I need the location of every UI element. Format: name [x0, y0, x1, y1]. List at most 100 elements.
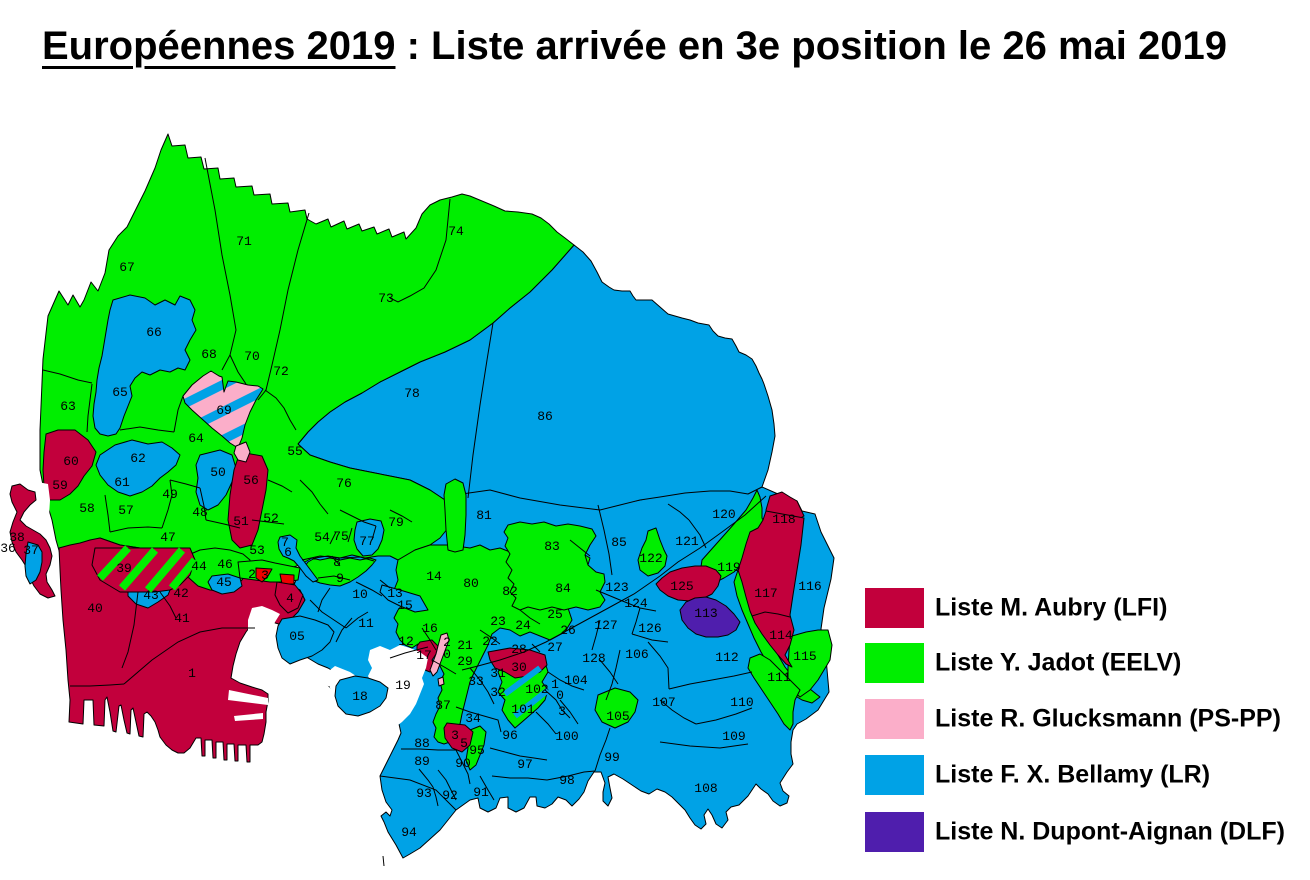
- svg-text:47: 47: [160, 530, 176, 545]
- svg-text:62: 62: [130, 451, 146, 466]
- svg-text:68: 68: [201, 347, 217, 362]
- svg-text:13: 13: [387, 586, 403, 601]
- svg-text:109: 109: [722, 729, 745, 744]
- svg-text:50: 50: [210, 465, 226, 480]
- svg-text:56: 56: [243, 473, 259, 488]
- svg-text:25: 25: [547, 607, 563, 622]
- svg-text:3: 3: [261, 568, 269, 583]
- svg-text:89: 89: [414, 754, 430, 769]
- svg-text:34: 34: [465, 711, 481, 726]
- svg-text:99: 99: [604, 750, 620, 765]
- svg-text:75: 75: [333, 529, 349, 544]
- svg-text:80: 80: [463, 576, 479, 591]
- svg-text:73: 73: [378, 291, 394, 306]
- svg-text:23: 23: [490, 614, 506, 629]
- svg-text:33: 33: [468, 674, 484, 689]
- svg-text:94: 94: [401, 825, 417, 840]
- svg-text:46: 46: [217, 557, 233, 572]
- svg-text:26: 26: [560, 623, 576, 638]
- svg-text:102: 102: [525, 682, 548, 697]
- svg-text:108: 108: [694, 781, 717, 796]
- svg-text:86: 86: [537, 409, 553, 424]
- svg-text:115: 115: [793, 649, 816, 664]
- svg-text:126: 126: [638, 621, 661, 636]
- svg-text:95: 95: [469, 743, 485, 758]
- svg-text:88: 88: [414, 736, 430, 751]
- svg-text:125: 125: [670, 579, 693, 594]
- svg-text:17: 17: [416, 648, 432, 663]
- svg-text:24: 24: [515, 618, 531, 633]
- svg-text:12: 12: [398, 634, 414, 649]
- svg-text:36: 36: [0, 541, 16, 556]
- svg-text:82: 82: [502, 584, 518, 599]
- svg-text:112: 112: [715, 650, 738, 665]
- svg-text:37: 37: [23, 543, 39, 558]
- svg-text:67: 67: [119, 260, 135, 275]
- svg-text:66: 66: [146, 325, 162, 340]
- svg-text:29: 29: [457, 654, 473, 669]
- svg-text:44: 44: [191, 559, 207, 574]
- svg-text:84: 84: [555, 581, 571, 596]
- svg-text:10: 10: [352, 587, 368, 602]
- svg-text:122: 122: [639, 551, 662, 566]
- svg-text:1: 1: [188, 666, 196, 681]
- svg-text:128: 128: [582, 651, 605, 666]
- svg-text:7: 7: [281, 535, 289, 550]
- svg-text:71: 71: [236, 234, 252, 249]
- svg-text:27: 27: [547, 640, 563, 655]
- svg-text:28: 28: [511, 642, 527, 657]
- svg-text:52: 52: [263, 511, 279, 526]
- svg-text:124: 124: [624, 596, 648, 611]
- svg-text:97: 97: [517, 757, 533, 772]
- svg-text:59: 59: [52, 478, 68, 493]
- svg-text:116: 116: [798, 579, 821, 594]
- svg-text:0: 0: [443, 647, 451, 662]
- svg-text:32: 32: [490, 685, 506, 700]
- svg-text:63: 63: [60, 399, 76, 414]
- svg-text:101: 101: [511, 702, 535, 717]
- svg-text:98: 98: [559, 773, 575, 788]
- svg-text:100: 100: [555, 729, 578, 744]
- svg-text:0: 0: [556, 688, 564, 703]
- svg-text:104: 104: [564, 673, 588, 688]
- svg-text:114: 114: [769, 628, 793, 643]
- svg-text:93: 93: [416, 786, 432, 801]
- svg-text:107: 107: [652, 695, 675, 710]
- svg-text:21: 21: [457, 638, 473, 653]
- svg-text:11: 11: [358, 616, 374, 631]
- svg-text:55: 55: [287, 444, 303, 459]
- svg-text:48: 48: [192, 505, 208, 520]
- svg-text:18: 18: [352, 689, 368, 704]
- svg-text:106: 106: [625, 647, 648, 662]
- svg-text:72: 72: [273, 364, 289, 379]
- svg-text:69: 69: [216, 403, 232, 418]
- svg-text:79: 79: [388, 515, 404, 530]
- svg-text:96: 96: [502, 728, 518, 743]
- svg-text:85: 85: [611, 535, 627, 550]
- svg-text:14: 14: [426, 569, 442, 584]
- svg-text:4: 4: [286, 591, 294, 606]
- svg-text:19: 19: [395, 678, 411, 693]
- svg-text:92: 92: [442, 788, 458, 803]
- svg-text:127: 127: [594, 618, 617, 633]
- svg-text:70: 70: [244, 349, 260, 364]
- svg-text:111: 111: [767, 670, 791, 685]
- svg-text:6: 6: [284, 545, 292, 560]
- svg-text:9: 9: [336, 571, 344, 586]
- svg-text:65: 65: [112, 385, 128, 400]
- svg-text:05: 05: [289, 629, 305, 644]
- svg-text:2: 2: [248, 567, 256, 582]
- svg-text:3: 3: [451, 728, 459, 743]
- svg-text:16: 16: [422, 621, 438, 636]
- svg-text:118: 118: [772, 512, 795, 527]
- svg-text:77: 77: [359, 534, 375, 549]
- svg-text:81: 81: [476, 508, 492, 523]
- svg-text:22: 22: [482, 634, 498, 649]
- svg-text:105: 105: [606, 709, 629, 724]
- svg-text:15: 15: [397, 598, 413, 613]
- svg-text:119: 119: [717, 560, 740, 575]
- svg-text:38: 38: [9, 530, 25, 545]
- svg-text:1: 1: [551, 677, 559, 692]
- svg-text:113: 113: [694, 606, 717, 621]
- svg-text:51: 51: [233, 514, 249, 529]
